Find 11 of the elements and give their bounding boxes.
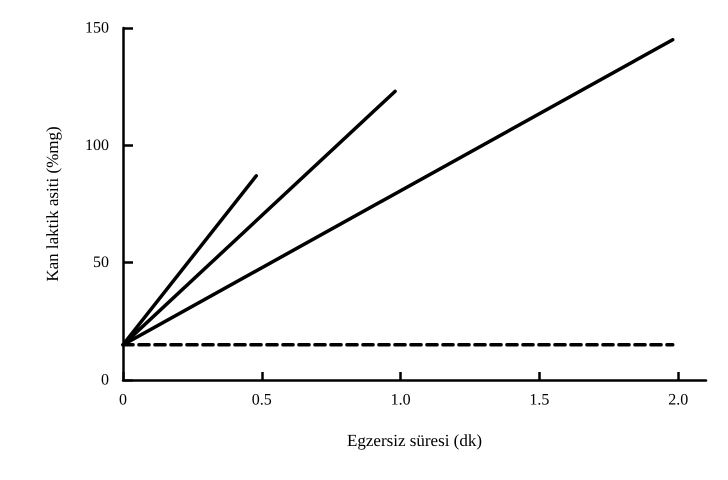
y-axis-title: Kan laktik asiti (%mg) [43,126,62,282]
y-tick-label: 150 [85,20,109,36]
x-tick-label: 1.0 [390,392,411,408]
x-tick-label: 2.0 [668,392,688,408]
x-tick-label: 0.5 [252,392,272,408]
x-axis-title: Egzersiz süresi (dk) [346,431,482,450]
x-tick-label: 0 [119,392,127,408]
y-tick-label: 50 [93,254,109,272]
x-tick-label: 1.5 [529,392,550,408]
y-tick-label: 100 [85,136,109,154]
y-tick-label: 0 [101,372,109,388]
